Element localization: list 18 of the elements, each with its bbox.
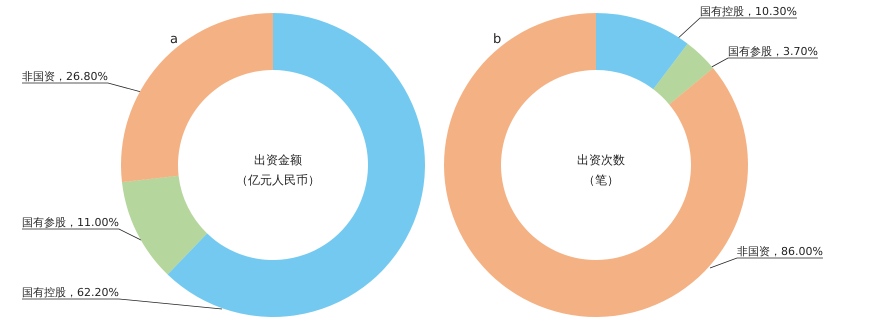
text: a [170, 32, 178, 47]
data-label: ，62.20% [66, 286, 119, 299]
text: （亿元人民币） [236, 173, 320, 187]
text: 出资次数 [577, 153, 625, 167]
data-label: ，11.00% [66, 216, 119, 229]
slice-label: 国有参股 [728, 45, 772, 58]
slice-label: 国有控股 [22, 286, 66, 299]
data-label: ，26.80% [55, 70, 108, 83]
slice-label: 国有参股 [22, 216, 66, 229]
slice-label: 非国资 [22, 70, 55, 83]
text: （笔） [583, 173, 619, 187]
data-label: ，10.30% [744, 5, 797, 18]
data-label: ，86.00% [770, 245, 823, 258]
text: b [493, 32, 502, 47]
data-label: ，3.70% [772, 45, 818, 58]
slice-label: 非国资 [737, 245, 770, 258]
text: 出资金额 [254, 153, 302, 167]
slice-label: 国有控股 [700, 5, 744, 18]
